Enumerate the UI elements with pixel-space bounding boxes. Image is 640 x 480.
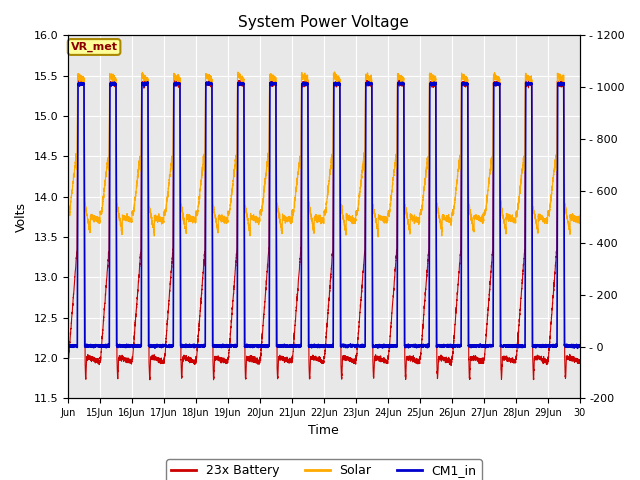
CM1_in — [196, 344, 204, 349]
X-axis label: Time: Time — [308, 424, 339, 437]
CM1_in — [576, 344, 584, 350]
Solar — [202, 108, 209, 114]
23x Battery — [467, 355, 475, 360]
23x Battery — [64, 355, 72, 360]
Solar — [64, 208, 72, 214]
CM1_in — [144, 79, 152, 84]
23x Battery — [202, 121, 209, 127]
23x Battery — [146, 377, 154, 383]
Line: Solar: Solar — [68, 72, 580, 237]
CM1_in — [467, 345, 475, 350]
CM1_in — [202, 278, 209, 284]
23x Battery — [576, 358, 584, 364]
Y-axis label: Volts: Volts — [15, 202, 28, 232]
23x Battery — [110, 81, 118, 86]
CM1_in — [143, 81, 151, 86]
Solar — [374, 234, 382, 240]
CM1_in — [125, 343, 133, 349]
Solar — [331, 69, 339, 75]
Solar — [576, 213, 584, 219]
Solar — [110, 77, 118, 83]
CM1_in — [573, 346, 581, 351]
Line: 23x Battery: 23x Battery — [68, 80, 580, 380]
Line: CM1_in: CM1_in — [68, 82, 580, 348]
23x Battery — [396, 77, 403, 83]
Title: System Power Voltage: System Power Voltage — [239, 15, 409, 30]
23x Battery — [143, 81, 151, 87]
Text: VR_met: VR_met — [70, 42, 118, 52]
CM1_in — [64, 342, 72, 348]
Solar — [125, 216, 133, 222]
23x Battery — [196, 309, 204, 314]
23x Battery — [125, 359, 133, 364]
Solar — [196, 188, 204, 194]
Solar — [467, 216, 475, 222]
CM1_in — [110, 80, 118, 86]
Legend: 23x Battery, Solar, CM1_in: 23x Battery, Solar, CM1_in — [166, 459, 481, 480]
Solar — [143, 79, 151, 84]
